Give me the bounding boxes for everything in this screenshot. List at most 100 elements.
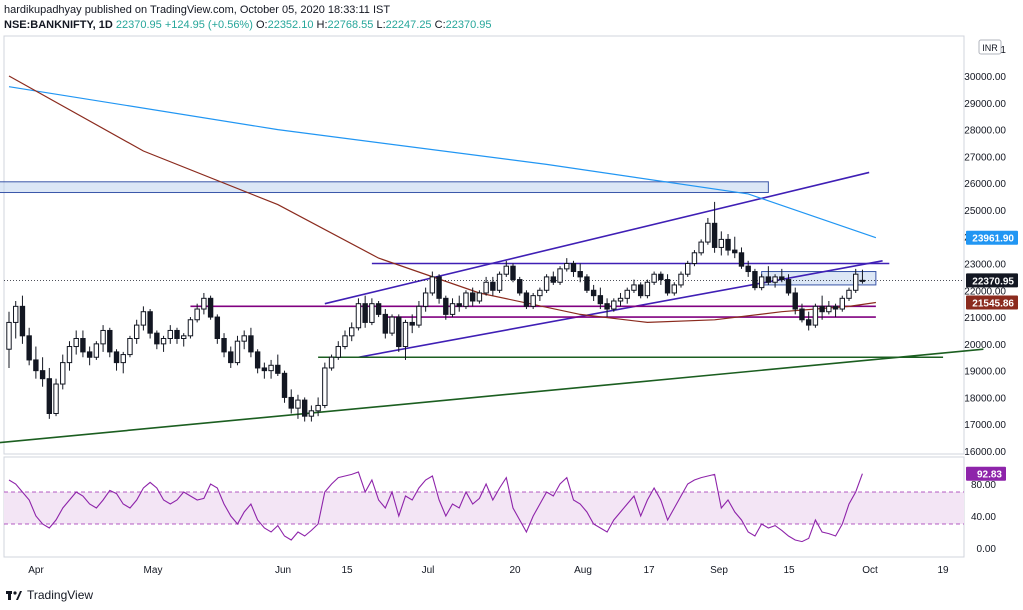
candle[interactable]: [234, 335, 241, 366]
candle[interactable]: [779, 268, 785, 283]
candle[interactable]: [120, 351, 126, 374]
candle[interactable]: [154, 330, 160, 350]
candle[interactable]: [449, 298, 456, 318]
candle[interactable]: [429, 271, 436, 296]
trendline[interactable]: [324, 171, 870, 305]
trendline[interactable]: [0, 348, 984, 444]
candle[interactable]: [181, 333, 187, 347]
candle[interactable]: [194, 303, 200, 323]
candle[interactable]: [26, 327, 32, 366]
candle[interactable]: [758, 274, 765, 291]
candle[interactable]: [805, 311, 812, 331]
rsi-line[interactable]: [8, 471, 863, 543]
candle[interactable]: [288, 389, 294, 414]
candle[interactable]: [799, 303, 805, 323]
candle[interactable]: [705, 217, 711, 245]
candle[interactable]: [765, 266, 772, 285]
candle[interactable]: [53, 378, 59, 417]
candle[interactable]: [127, 335, 133, 358]
candle[interactable]: [725, 234, 731, 256]
candle[interactable]: [6, 311, 12, 368]
candle[interactable]: [214, 314, 221, 344]
candle[interactable]: [597, 287, 604, 310]
candle[interactable]: [644, 279, 651, 299]
candle[interactable]: [691, 250, 698, 267]
candle[interactable]: [819, 295, 825, 320]
candle[interactable]: [308, 405, 315, 422]
candle[interactable]: [772, 274, 778, 288]
candle[interactable]: [207, 295, 214, 320]
candle[interactable]: [631, 279, 637, 293]
candle[interactable]: [174, 327, 180, 344]
symbol-label[interactable]: NSE:BANKNIFTY, 1D: [4, 19, 113, 31]
candle[interactable]: [409, 314, 415, 334]
candle[interactable]: [812, 303, 819, 328]
candle[interactable]: [671, 282, 677, 296]
candle[interactable]: [147, 309, 153, 339]
candle[interactable]: [268, 359, 274, 379]
resistance-zone[interactable]: [761, 271, 877, 286]
candle[interactable]: [46, 367, 53, 419]
candle[interactable]: [80, 330, 86, 358]
candle[interactable]: [718, 231, 725, 256]
candle[interactable]: [33, 346, 39, 379]
candle[interactable]: [396, 314, 402, 352]
candle[interactable]: [463, 290, 469, 310]
candle[interactable]: [503, 260, 509, 277]
candle[interactable]: [496, 271, 503, 293]
candle[interactable]: [853, 268, 859, 293]
candle[interactable]: [39, 357, 46, 387]
candle[interactable]: [349, 322, 355, 342]
candle[interactable]: [678, 271, 684, 288]
candle[interactable]: [732, 236, 738, 259]
candle[interactable]: [369, 298, 375, 326]
candle[interactable]: [664, 274, 671, 296]
candle[interactable]: [550, 271, 557, 285]
candle[interactable]: [301, 397, 308, 422]
candle[interactable]: [322, 362, 328, 409]
candle[interactable]: [530, 292, 536, 310]
candle[interactable]: [543, 274, 550, 293]
candle[interactable]: [221, 333, 227, 358]
candle[interactable]: [832, 303, 839, 318]
candle[interactable]: [187, 317, 194, 339]
candle[interactable]: [698, 239, 704, 256]
candle[interactable]: [248, 327, 254, 358]
candle[interactable]: [201, 292, 207, 315]
candle[interactable]: [752, 268, 758, 291]
candle[interactable]: [483, 276, 489, 296]
currency-button[interactable]: INR: [978, 39, 1002, 55]
candle[interactable]: [637, 282, 644, 299]
candle[interactable]: [107, 327, 113, 358]
candle[interactable]: [846, 287, 852, 301]
candle[interactable]: [254, 349, 261, 374]
candle[interactable]: [557, 266, 563, 285]
candle[interactable]: [564, 258, 570, 272]
trendline[interactable]: [358, 260, 883, 359]
candle[interactable]: [658, 271, 664, 285]
candle[interactable]: [73, 330, 79, 355]
candle[interactable]: [469, 287, 476, 307]
candle[interactable]: [651, 271, 657, 285]
candle[interactable]: [537, 287, 543, 301]
candle[interactable]: [19, 295, 26, 344]
candle[interactable]: [476, 290, 483, 304]
candle[interactable]: [685, 260, 691, 277]
candle[interactable]: [624, 287, 630, 304]
candle[interactable]: [510, 263, 516, 283]
candle[interactable]: [443, 295, 449, 320]
candle[interactable]: [261, 362, 268, 379]
candle[interactable]: [335, 341, 341, 360]
candle[interactable]: [295, 394, 301, 419]
candle[interactable]: [456, 295, 462, 312]
candle[interactable]: [362, 295, 368, 328]
candle[interactable]: [617, 292, 624, 307]
candle[interactable]: [93, 341, 100, 360]
candle[interactable]: [745, 260, 751, 277]
candle[interactable]: [422, 287, 429, 312]
candle[interactable]: [577, 263, 583, 283]
candle[interactable]: [160, 335, 167, 352]
price-pane[interactable]: [3, 35, 965, 455]
candle[interactable]: [792, 287, 798, 315]
